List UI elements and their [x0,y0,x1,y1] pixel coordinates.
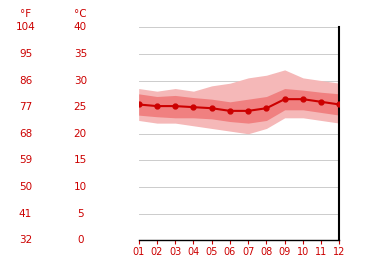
Text: 50: 50 [19,182,32,192]
Text: °C: °C [74,9,87,19]
Text: 95: 95 [19,49,32,59]
Text: 15: 15 [74,155,87,165]
Text: 5: 5 [77,209,84,219]
Text: 35: 35 [74,49,87,59]
Text: 86: 86 [19,76,32,85]
Text: 41: 41 [19,209,32,219]
Text: 32: 32 [19,235,32,245]
Text: 20: 20 [74,129,87,139]
Text: 30: 30 [74,76,87,85]
Text: °F: °F [20,9,31,19]
Text: 0: 0 [77,235,84,245]
Text: 40: 40 [74,22,87,32]
Text: 10: 10 [74,182,87,192]
Text: 68: 68 [19,129,32,139]
Text: 77: 77 [19,102,32,112]
Text: 104: 104 [16,22,35,32]
Text: 59: 59 [19,155,32,165]
Text: 25: 25 [74,102,87,112]
